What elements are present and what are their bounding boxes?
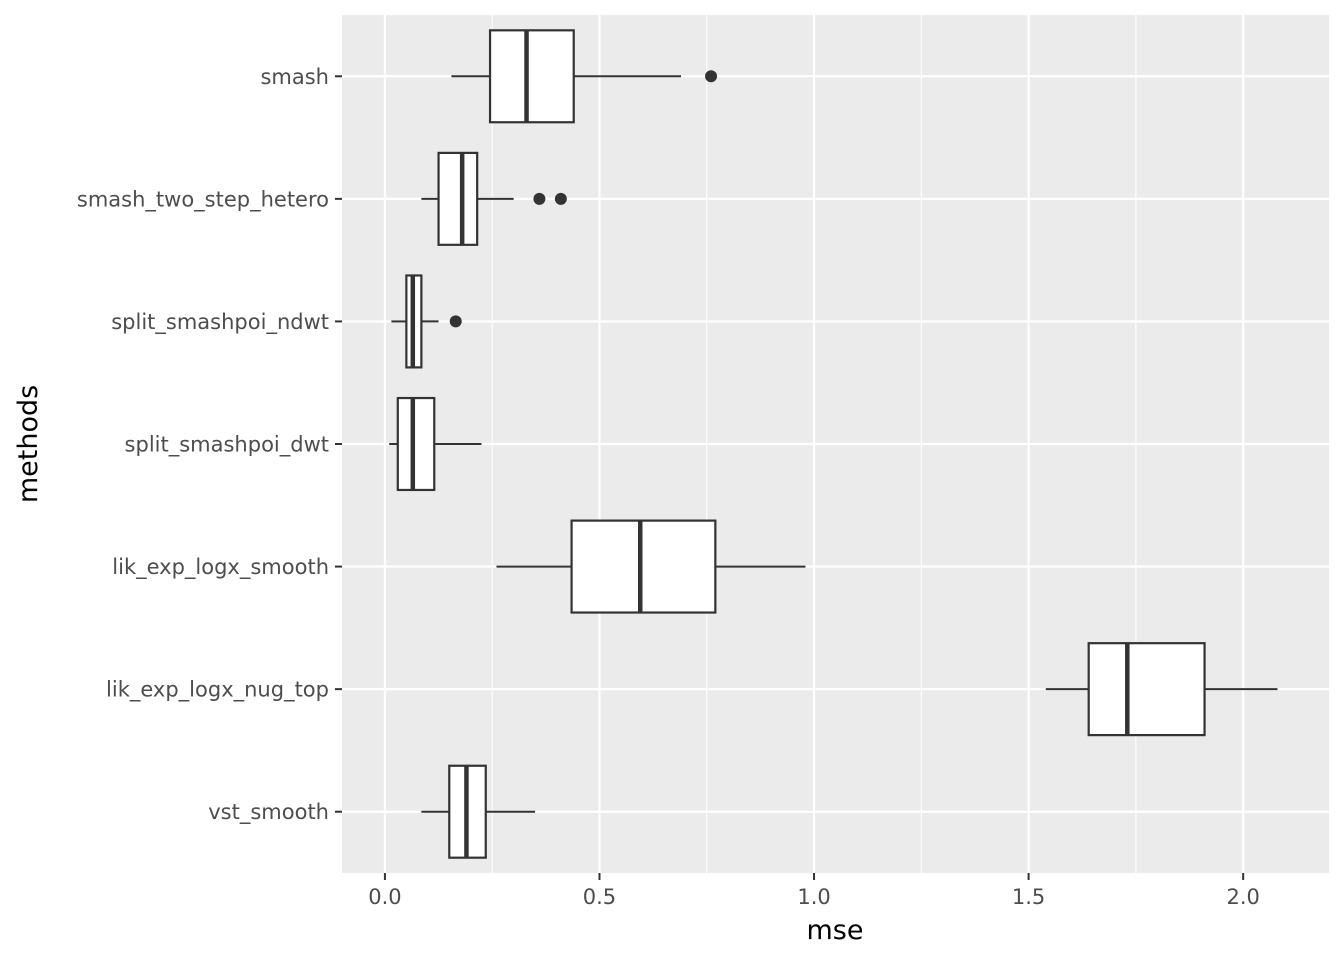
x-tick-label: 1.0 [797, 885, 830, 909]
y-tick-label: vst_smooth [208, 800, 329, 825]
x-tick-label: 0.5 [583, 885, 616, 909]
x-tick-label: 1.5 [1012, 885, 1045, 909]
box-split_smashpoi_dwt [389, 396, 482, 492]
outlier-point [705, 70, 718, 83]
box-iqr [488, 29, 575, 124]
x-tick-label: 2.0 [1226, 885, 1259, 909]
boxes [389, 29, 1278, 859]
grid-lines [342, 15, 1329, 873]
outlier-point [449, 315, 462, 328]
box-smash_two_step_hetero [421, 151, 567, 246]
box-lik_exp_logx_smooth [496, 519, 806, 614]
box-iqr [1087, 642, 1206, 737]
y-axis-title: methods [13, 385, 44, 503]
box-lik_exp_logx_nug_top [1045, 642, 1278, 737]
box-iqr [570, 519, 717, 614]
y-tick-label: lik_exp_logx_smooth [112, 555, 329, 580]
y-tick-label: lik_exp_logx_nug_top [106, 678, 329, 703]
y-tick-label: split_smashpoi_ndwt [111, 310, 329, 335]
box-iqr [437, 151, 479, 246]
outlier-point [554, 192, 567, 205]
x-axis-title: mse [807, 915, 864, 946]
x-tick-label: 0.0 [368, 885, 401, 909]
outlier-point [533, 192, 546, 205]
box-iqr [396, 396, 436, 492]
box-split_smashpoi_ndwt [391, 274, 462, 369]
y-tick-label: split_smashpoi_dwt [125, 433, 329, 458]
y-tick-label: smash [260, 65, 329, 89]
box-smash [451, 29, 718, 124]
box-vst_smooth [421, 764, 536, 859]
y-tick-label: smash_two_step_hetero [77, 187, 329, 212]
axes: smash smash_two_step_hetero split_smashpoi… [77, 65, 1260, 909]
